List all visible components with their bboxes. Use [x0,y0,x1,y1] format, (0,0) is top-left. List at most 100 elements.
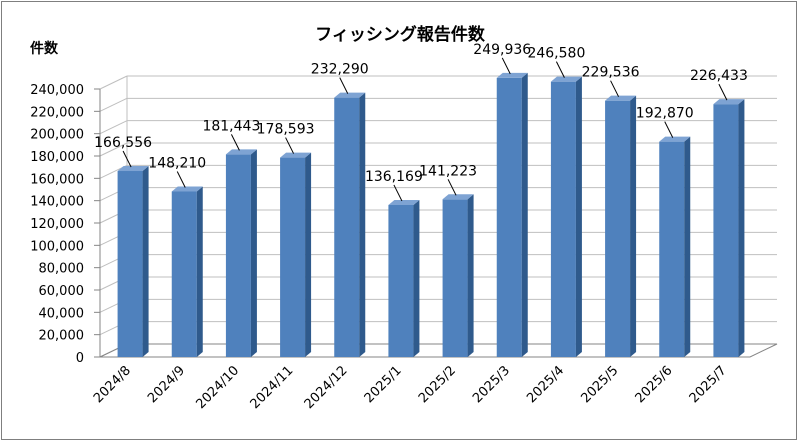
gridline-diag [99,120,128,135]
data-label: 192,870 [636,106,694,122]
bar-front [550,81,576,357]
y-tick-labels: 0 20,000 40,000 60,000 80,000 100,000 120,000 1… [30,83,84,366]
bar-front [496,77,522,358]
data-label-leader [230,134,240,151]
x-tick-label: 2025/1 [362,363,405,406]
data-label-leader [339,77,349,94]
bar-side [413,199,420,357]
bar-top [496,72,528,78]
x-tick-label: 2024/11 [248,363,297,412]
bar-top [334,92,366,98]
y-tick-label: 160,000 [30,172,84,187]
bar [713,99,745,358]
bar-front [334,97,360,357]
data-label-leader [393,184,403,202]
data-label-leader [176,171,186,188]
bar-front [117,171,143,357]
data-label: 246,580 [527,46,585,62]
gridline-diag [99,97,128,112]
bar-top [605,95,637,101]
bar [388,199,420,357]
bar [117,166,149,357]
x-tick-label: 2025/6 [633,363,676,406]
data-label: 141,223 [419,163,477,179]
y-tick-label: 140,000 [30,195,84,210]
x-tick-label: 2025/7 [687,363,730,406]
data-label-leader [610,80,620,97]
bar-top [171,186,203,192]
bar-front [442,199,468,357]
data-label: 166,556 [94,135,152,151]
y-tick-label: 240,000 [30,83,84,98]
bar-side [684,136,691,357]
bar-top [117,166,149,172]
bar-front [280,157,306,357]
data-label: 249,936 [473,42,531,58]
data-label-leader [501,57,511,75]
data-label: 226,433 [690,68,748,84]
bar-side [142,166,149,357]
chart-title: フィッシング報告件数 [315,25,485,45]
bar [605,95,637,357]
x-tick-label: 2025/4 [524,363,567,406]
bar-front [659,141,685,357]
bar-side [575,76,582,357]
bar-front [605,100,631,357]
bar-top [550,76,582,82]
bar-front [713,104,739,358]
y-axis-title: 件数 [30,41,58,57]
bar [442,194,474,357]
bar [171,186,203,357]
data-label-leader [555,61,565,78]
data-label-leader [285,137,295,154]
data-label: 229,536 [582,65,640,81]
y-tick-label: 220,000 [30,105,84,120]
bar-front [171,191,197,357]
data-label: 148,210 [148,155,206,171]
gridline-diag [99,142,128,157]
bar-top [659,136,691,142]
bar [225,149,257,357]
bars [117,72,745,358]
data-label: 136,169 [365,169,423,185]
data-label: 178,593 [257,122,315,138]
data-label: 232,290 [311,62,369,78]
x-tick-label: 2024/10 [193,363,242,412]
x-tick-labels: 2024/8 2024/9 2024/10 2024/11 2024/12 2025/1 2… [91,363,730,412]
bar-top [388,199,420,205]
bar-side [359,92,366,357]
x-tick-label: 2025/3 [470,363,513,406]
bar-front [225,154,251,357]
y-tick-label: 20,000 [39,329,85,344]
y-tick-label: 120,000 [30,217,84,232]
bar-side [305,152,312,357]
y-tick-label: 60,000 [39,284,85,299]
bar-side [738,99,745,358]
y-tick-label: 80,000 [39,262,85,277]
data-label-leader [122,150,132,168]
bar-top [225,149,257,155]
data-label: 181,443 [202,118,260,134]
x-tick-label: 2024/8 [91,363,134,406]
bar [280,152,312,357]
x-tick-label: 2025/5 [578,363,621,406]
bar-top [713,99,745,105]
bar-side [196,186,203,357]
y-tick-label: 180,000 [30,150,84,165]
y-tick-label: 100,000 [30,239,84,254]
y-tick-label: 40,000 [39,306,85,321]
bar-top [280,152,312,158]
data-label-leader [664,121,674,138]
bar-top [442,194,474,200]
y-tick-label: 200,000 [30,128,84,143]
data-label-leader [718,83,728,101]
bar-front [388,204,414,357]
gridline-diag [99,75,128,90]
bar [496,72,528,358]
x-tick-label: 2024/9 [145,363,188,406]
bar [659,136,691,357]
x-tick-label: 2025/2 [416,363,459,406]
bar-side [630,95,637,357]
